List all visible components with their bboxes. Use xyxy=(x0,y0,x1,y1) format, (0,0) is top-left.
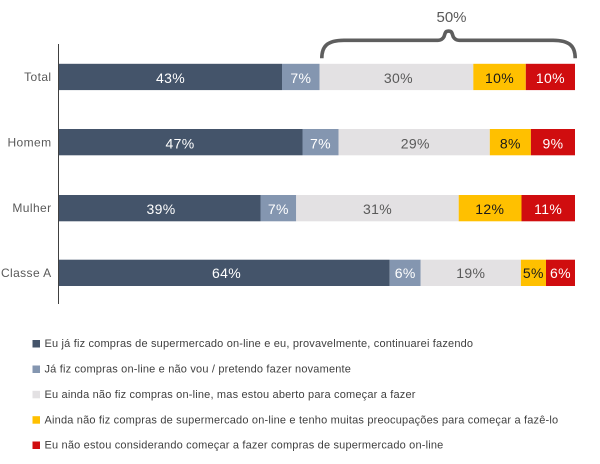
svg-text:8%: 8% xyxy=(500,135,521,151)
svg-text:39%: 39% xyxy=(146,201,175,217)
svg-text:10%: 10% xyxy=(536,70,565,86)
svg-text:10%: 10% xyxy=(485,70,514,86)
svg-text:Total: Total xyxy=(24,70,51,84)
svg-text:11%: 11% xyxy=(534,201,562,217)
svg-text:Eu não estou considerando come: Eu não estou considerando começar a faze… xyxy=(45,440,444,452)
svg-text:Classe A: Classe A xyxy=(1,266,52,280)
svg-text:30%: 30% xyxy=(384,70,413,86)
svg-text:Eu ainda não fiz compras on-li: Eu ainda não fiz compras on-line, mas es… xyxy=(45,389,416,401)
svg-text:43%: 43% xyxy=(156,70,185,86)
svg-text:Homem: Homem xyxy=(7,135,51,149)
svg-text:7%: 7% xyxy=(310,135,331,151)
svg-text:Eu já fiz compras de supermerc: Eu já fiz compras de supermercado on-lin… xyxy=(45,338,474,350)
svg-text:29%: 29% xyxy=(401,135,430,151)
svg-text:50%: 50% xyxy=(436,9,466,26)
svg-text:31%: 31% xyxy=(363,201,392,217)
svg-text:19%: 19% xyxy=(456,265,485,281)
svg-text:47%: 47% xyxy=(165,135,194,151)
svg-text:64%: 64% xyxy=(212,265,241,281)
svg-text:Ainda não fiz compras de super: Ainda não fiz compras de supermercado on… xyxy=(45,414,559,426)
svg-text:Já fiz compras on-line e não v: Já fiz compras on-line e não vou / prete… xyxy=(45,364,352,376)
svg-text:7%: 7% xyxy=(290,70,311,86)
svg-text:9%: 9% xyxy=(543,135,564,151)
svg-text:Mulher: Mulher xyxy=(12,201,51,215)
svg-text:7%: 7% xyxy=(268,201,289,217)
svg-text:6%: 6% xyxy=(550,265,571,281)
svg-text:12%: 12% xyxy=(475,201,504,217)
svg-text:5%: 5% xyxy=(523,265,544,281)
svg-text:6%: 6% xyxy=(395,265,416,281)
